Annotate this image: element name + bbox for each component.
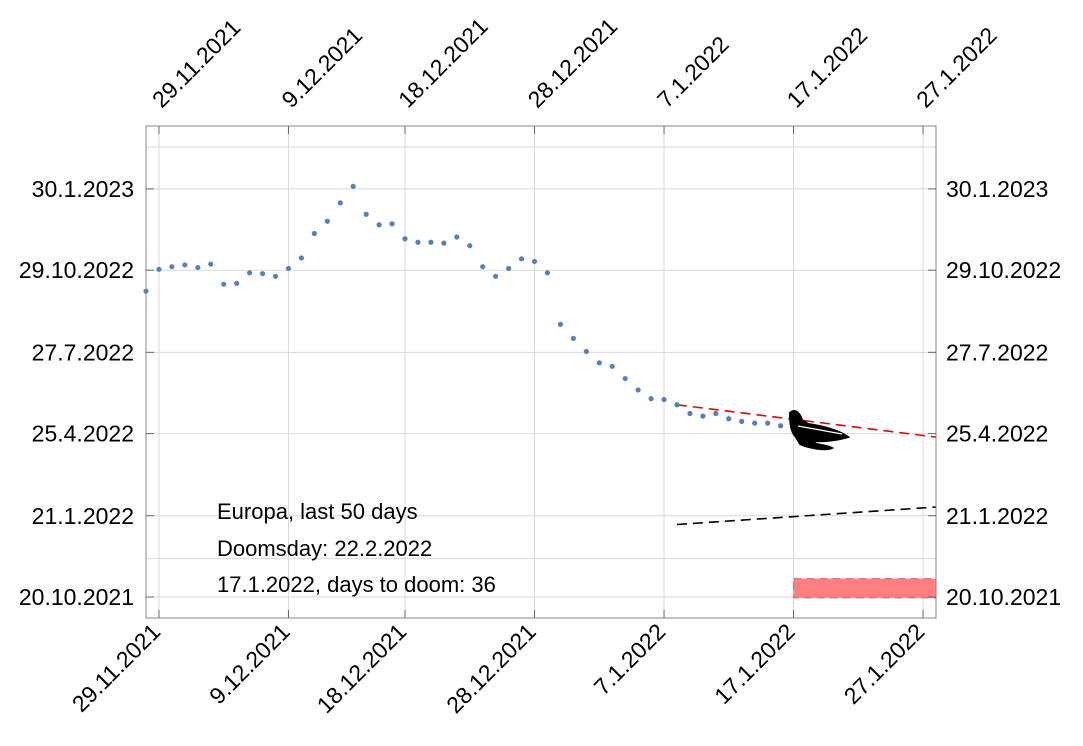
data-point [506,265,512,272]
x-tick-label-bottom: 27.1.2022 [839,618,930,709]
x-tick-label-top: 17.1.2022 [782,22,873,113]
x-tick-label-bottom: 7.1.2022 [589,618,671,700]
x-tick-label-top: 27.1.2022 [911,22,1002,113]
y-tick-label-left: 29.10.2022 [19,257,134,283]
annotation-title: Europa, last 50 days [217,499,418,524]
airplane-highlight [797,425,843,435]
y-tick-label-right: 29.10.2022 [946,257,1061,283]
airplane-icon [788,410,851,451]
data-point [570,335,576,341]
band [793,578,937,599]
data-point [544,270,551,276]
data-point [195,264,201,271]
data-point [661,396,667,403]
data-point [285,265,292,272]
y-tick-label-left: 21.1.2022 [32,503,134,529]
trend-line-black [676,506,937,526]
x-tick-label-bottom: 17.1.2022 [709,618,800,709]
x-tick-label-bottom: 28.12.2021 [441,618,541,718]
data-point [518,256,525,262]
grid [146,126,936,618]
data-point [493,273,499,279]
annotation-doomsday: Doomsday: 22.2.2022 [217,536,432,561]
data-point [726,416,732,422]
data-point [428,239,434,245]
data-point [272,273,279,279]
data-point [376,222,382,228]
y-tick-label-left: 20.10.2021 [19,584,134,610]
data-point [674,402,680,408]
data-point [441,240,447,246]
data-point [169,264,175,270]
x-tick-label-bottom: 18.12.2021 [312,618,412,718]
x-tick-label-top: 28.12.2021 [523,13,623,113]
data-point [765,420,771,426]
data-point [298,255,305,261]
y-tick-label-right: 21.1.2022 [946,503,1048,529]
data-point [531,258,538,265]
data-point [415,239,421,245]
plot-frame [145,125,937,619]
y-tick-label-left: 30.1.2023 [32,176,134,202]
data-point [389,221,395,227]
data-point [480,264,486,270]
doom-band [793,578,937,599]
data-point [596,360,602,366]
data-point [752,420,758,426]
data-point [557,321,564,327]
y-tick-label-right: 30.1.2023 [946,176,1048,202]
data-point [350,183,356,189]
data-point [402,236,408,242]
data-point [454,234,460,240]
data-point [687,410,693,417]
data-point [739,418,745,424]
data-point [713,410,719,417]
x-tick-label-top: 9.12.2021 [276,22,367,113]
data-point [208,261,214,267]
data-point [324,218,330,224]
data-point [234,280,240,286]
data-point [467,243,473,249]
annotation-days-to-doom: 17.1.2022, days to doom: 36 [217,572,496,597]
data-point [622,375,628,382]
trend-line-red [676,403,937,438]
data-point [247,270,253,276]
y-tick-label-right: 27.7.2022 [946,339,1048,365]
data-point [221,281,227,287]
data-points [143,183,784,429]
trends [676,403,937,526]
y-tick-label-left: 27.7.2022 [32,339,134,365]
x-tick-label-top: 7.1.2022 [652,31,734,113]
x-tick-label-bottom: 29.11.2021 [67,618,166,717]
y-tick-label-left: 25.4.2022 [32,421,134,447]
data-point [583,348,589,355]
data-point [363,211,369,217]
y-tick-label-right: 20.10.2021 [946,584,1061,610]
data-point [700,413,706,419]
data-point [648,396,654,402]
data-point [182,262,188,268]
x-tick-label-top: 29.11.2021 [147,14,246,113]
x-tick-label-bottom: 9.12.2021 [204,618,295,709]
data-point [635,387,641,393]
data-point [337,200,343,206]
axes: 29.11.202129.11.20219.12.20219.12.202118… [19,13,1061,718]
x-tick-label-top: 18.12.2021 [393,13,493,113]
data-point [311,230,317,237]
y-tick-label-right: 25.4.2022 [946,421,1048,447]
data-point [259,271,266,277]
data-point [777,423,784,429]
data-point [609,363,615,369]
data-point [156,266,162,272]
